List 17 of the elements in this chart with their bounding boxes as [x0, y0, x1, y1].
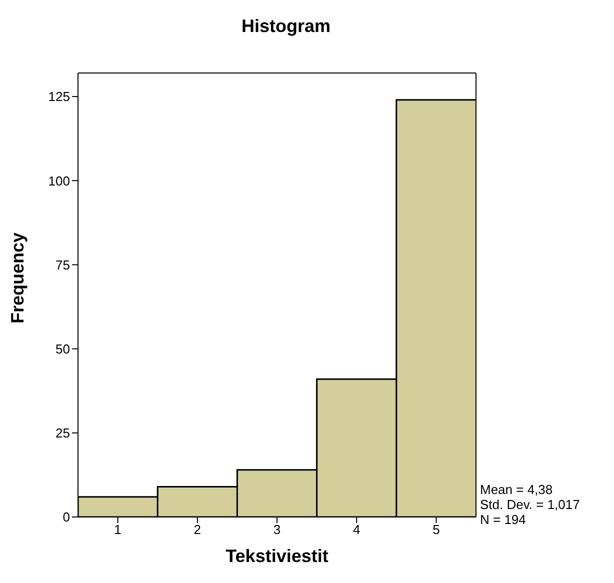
y-tick-label: 50 — [56, 341, 70, 356]
text: N = 194 — [480, 512, 527, 527]
y-tick-label: 0 — [62, 510, 70, 525]
x-tick-label: 2 — [194, 522, 202, 538]
y-tick-label: 75 — [56, 257, 70, 272]
x-axis-title: Tekstiviestit — [224, 546, 330, 567]
x-tick-label: 1 — [114, 522, 122, 538]
text: Mean = 4,38 — [480, 482, 554, 497]
chart-title: Histogram — [240, 16, 332, 37]
y-tick-label: 125 — [48, 89, 70, 104]
x-tick-label: 4 — [352, 522, 360, 538]
y-axis-title: Frequency — [8, 232, 28, 324]
y-tick-label: 25 — [56, 426, 70, 441]
y-tick-label: 100 — [48, 173, 70, 188]
text: Std. Dev. = 1,017 — [480, 497, 580, 512]
x-tick-label: 3 — [273, 522, 281, 538]
x-tick-label: 5 — [432, 522, 440, 538]
